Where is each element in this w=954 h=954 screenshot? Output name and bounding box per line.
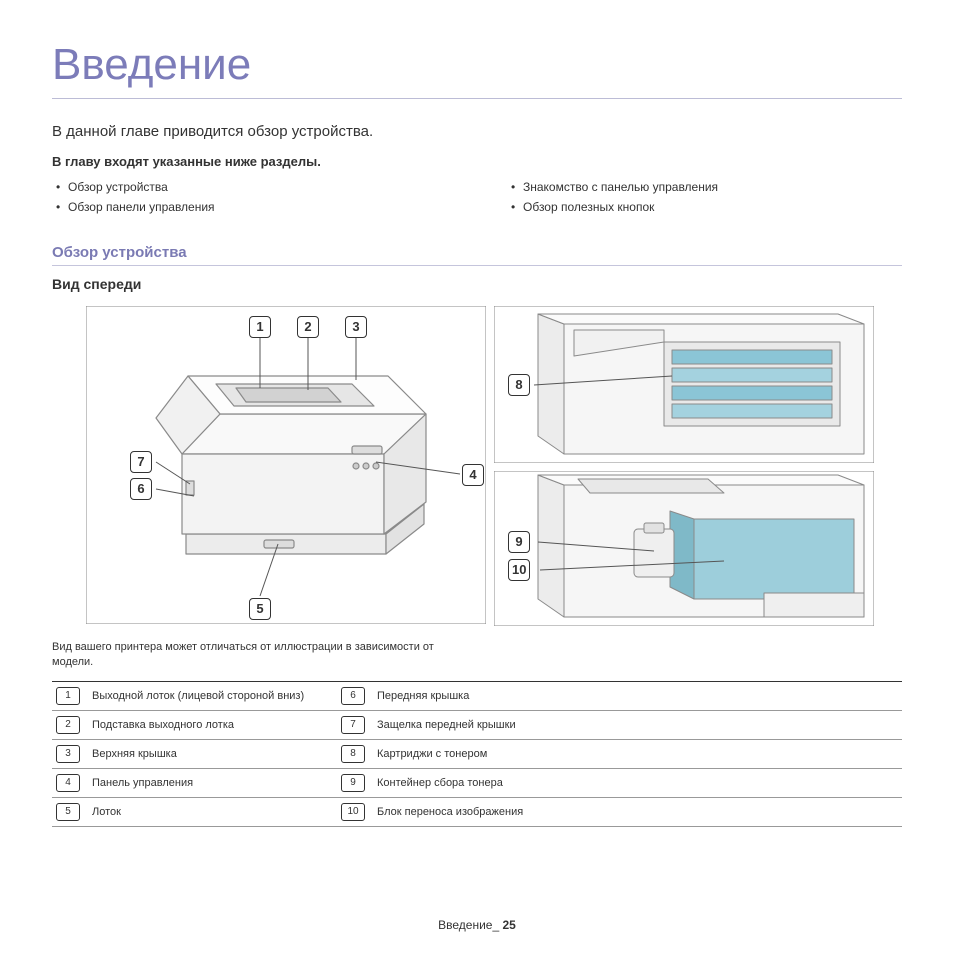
footer-text: Введение (438, 918, 492, 932)
legend-text: Панель управления (88, 768, 337, 797)
legend-num-cell: 4 (52, 768, 88, 797)
callout-number: 2 (297, 316, 319, 338)
chapter-link[interactable]: Обзор панели управления (52, 197, 447, 217)
legend-num-cell: 1 (52, 682, 88, 711)
diagram-note: Вид вашего принтера может отличаться от … (52, 640, 472, 671)
legend-num-cell: 7 (337, 710, 373, 739)
links-right-col: Знакомство с панелью управленияОбзор пол… (507, 177, 902, 218)
callout-3: 3 (345, 316, 367, 338)
legend-text: Верхняя крышка (88, 739, 337, 768)
diagram-area: 1 2 3 4 5 6 7 8 (52, 306, 902, 626)
chapter-links: Обзор устройстваОбзор панели управления … (52, 177, 902, 218)
callout-9: 9 (508, 531, 530, 553)
callout-number: 7 (130, 451, 152, 473)
callout-number: 6 (130, 478, 152, 500)
legend-text: Защелка передней крышки (373, 710, 902, 739)
callout-5: 5 (249, 598, 271, 620)
callout-number: 9 (508, 531, 530, 553)
page-title: Введение (52, 40, 902, 90)
legend-num-cell: 6 (337, 682, 373, 711)
diagram-right-top: 8 (494, 306, 874, 463)
legend-text: Передняя крышка (373, 682, 902, 711)
subheading-front-view: Вид спереди (52, 276, 902, 292)
chapter-link[interactable]: Обзор устройства (52, 177, 447, 197)
callout-number: 5 (249, 598, 271, 620)
legend-text: Контейнер сбора тонера (373, 768, 902, 797)
section-title: Обзор устройства (52, 244, 902, 261)
title-underline (52, 98, 902, 99)
callout-8: 8 (508, 374, 530, 396)
callout-1: 1 (249, 316, 271, 338)
callout-4: 4 (462, 464, 484, 486)
callout-2: 2 (297, 316, 319, 338)
callout-number: 4 (462, 464, 484, 486)
footer-page-number: 25 (503, 918, 516, 932)
legend-row: 3Верхняя крышка8Картриджи с тонером (52, 739, 902, 768)
legend-num-cell: 10 (337, 797, 373, 826)
legend-num-cell: 9 (337, 768, 373, 797)
legend-table: 1Выходной лоток (лицевой стороной вниз)6… (52, 682, 902, 827)
legend-num-cell: 5 (52, 797, 88, 826)
legend-text: Лоток (88, 797, 337, 826)
legend-num-cell: 2 (52, 710, 88, 739)
callout-10: 10 (508, 559, 530, 581)
legend-row: 1Выходной лоток (лицевой стороной вниз)6… (52, 682, 902, 711)
chapter-link[interactable]: Обзор полезных кнопок (507, 197, 902, 217)
callout-number: 10 (508, 559, 530, 581)
legend-num-cell: 8 (337, 739, 373, 768)
callout-number: 8 (508, 374, 530, 396)
callout-number: 3 (345, 316, 367, 338)
callout-6: 6 (130, 478, 152, 500)
legend-row: 4Панель управления9Контейнер сбора тонер… (52, 768, 902, 797)
legend-text: Блок переноса изображения (373, 797, 902, 826)
callout-number: 1 (249, 316, 271, 338)
callout-7: 7 (130, 451, 152, 473)
links-left-col: Обзор устройстваОбзор панели управления (52, 177, 447, 218)
included-heading: В главу входят указанные ниже разделы. (52, 154, 902, 169)
section-rule (52, 265, 902, 266)
legend-row: 2Подставка выходного лотка7Защелка перед… (52, 710, 902, 739)
page: Введение В данной главе приводится обзор… (0, 0, 954, 954)
diagram-main: 1 2 3 4 5 6 7 (86, 306, 486, 624)
legend-text: Выходной лоток (лицевой стороной вниз) (88, 682, 337, 711)
legend-text: Подставка выходного лотка (88, 710, 337, 739)
diagram-right-bottom: 910 (494, 471, 874, 626)
intro-text: В данной главе приводится обзор устройст… (52, 123, 902, 140)
page-footer: Введение_ 25 (0, 918, 954, 932)
legend-num-cell: 3 (52, 739, 88, 768)
legend-row: 5Лоток10Блок переноса изображения (52, 797, 902, 826)
chapter-link[interactable]: Знакомство с панелью управления (507, 177, 902, 197)
legend-text: Картриджи с тонером (373, 739, 902, 768)
